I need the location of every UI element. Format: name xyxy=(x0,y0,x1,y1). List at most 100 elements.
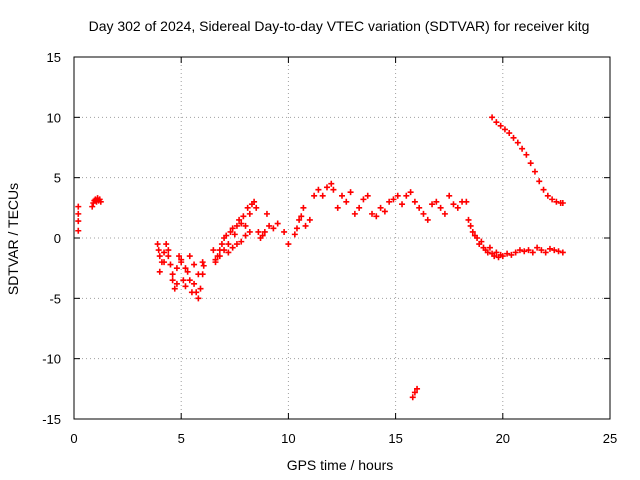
data-point xyxy=(424,216,431,223)
data-point xyxy=(343,198,350,205)
y-tick-label: -10 xyxy=(42,352,61,367)
data-point xyxy=(255,228,262,235)
tick-labels: 0 5 10 15 20 25 -15 -10 -5 0 5 10 15 xyxy=(42,50,617,446)
data-point xyxy=(411,198,418,205)
data-point xyxy=(465,216,472,223)
data-point xyxy=(508,251,515,258)
data-point xyxy=(244,204,251,211)
data-point xyxy=(351,210,358,217)
data-point xyxy=(231,231,238,238)
data-point xyxy=(161,259,168,266)
data-point xyxy=(291,231,298,238)
data-point xyxy=(347,189,354,196)
data-point xyxy=(210,247,217,254)
data-point xyxy=(373,213,380,220)
data-point xyxy=(486,244,493,251)
data-point xyxy=(390,196,397,203)
x-tick-label: 5 xyxy=(178,431,185,446)
data-point xyxy=(246,210,253,217)
data-point xyxy=(261,228,268,235)
data-point xyxy=(225,249,232,256)
data-point xyxy=(182,265,189,272)
data-point xyxy=(356,204,363,211)
data-points xyxy=(75,114,566,401)
data-point xyxy=(506,130,513,137)
data-point xyxy=(274,220,281,227)
data-point xyxy=(246,228,253,235)
data-point xyxy=(369,210,376,217)
data-point xyxy=(75,203,82,210)
data-point xyxy=(512,249,519,256)
data-point xyxy=(169,277,176,284)
data-point xyxy=(75,218,82,225)
data-point xyxy=(191,280,198,287)
data-point xyxy=(197,285,204,292)
data-point xyxy=(399,201,406,208)
data-point xyxy=(491,253,498,260)
data-point xyxy=(311,192,318,199)
data-point xyxy=(75,210,82,217)
data-point xyxy=(559,200,566,207)
data-point xyxy=(555,248,562,255)
data-point xyxy=(180,277,187,284)
data-point xyxy=(156,253,163,260)
data-point xyxy=(546,245,553,252)
data-point xyxy=(238,220,245,227)
data-point xyxy=(302,222,309,229)
data-point xyxy=(259,232,266,239)
data-point xyxy=(221,247,228,254)
data-point xyxy=(169,271,176,278)
data-point xyxy=(540,186,547,193)
data-point xyxy=(553,198,560,205)
data-point xyxy=(236,216,243,223)
data-point xyxy=(514,139,521,146)
data-point xyxy=(437,204,444,211)
data-point xyxy=(186,277,193,284)
data-point xyxy=(534,244,541,251)
data-point xyxy=(154,241,161,248)
data-point xyxy=(195,271,202,278)
data-point xyxy=(238,238,245,245)
data-point xyxy=(156,268,163,275)
data-point xyxy=(523,151,530,158)
data-point xyxy=(199,259,206,266)
data-point xyxy=(411,389,418,396)
data-point xyxy=(155,247,162,254)
data-point xyxy=(446,192,453,199)
data-point xyxy=(529,249,536,256)
data-point xyxy=(173,265,180,272)
data-point xyxy=(467,222,474,229)
data-point xyxy=(542,249,549,256)
data-point xyxy=(281,228,288,235)
data-point xyxy=(544,192,551,199)
data-point xyxy=(298,213,305,220)
data-point xyxy=(420,210,427,217)
data-point xyxy=(386,198,393,205)
data-point xyxy=(89,203,96,210)
data-point xyxy=(178,256,185,263)
data-point xyxy=(223,232,230,239)
data-point xyxy=(300,204,307,211)
data-point xyxy=(409,394,416,401)
data-point xyxy=(416,204,423,211)
data-point xyxy=(240,213,247,220)
y-tick-label: -15 xyxy=(42,412,61,427)
data-point xyxy=(233,222,240,229)
data-point xyxy=(315,186,322,193)
data-point xyxy=(242,232,249,239)
data-point xyxy=(463,198,470,205)
data-point xyxy=(469,228,476,235)
data-point xyxy=(489,114,496,121)
data-point xyxy=(454,204,461,211)
data-point xyxy=(263,210,270,217)
data-point xyxy=(407,189,414,196)
data-point xyxy=(504,250,511,257)
y-axis-label: SDTVAR / TECUs xyxy=(5,183,21,295)
data-point xyxy=(429,201,436,208)
data-point xyxy=(167,261,174,268)
data-point xyxy=(306,216,313,223)
data-point xyxy=(173,280,180,287)
data-point xyxy=(216,253,223,260)
data-point xyxy=(497,122,504,129)
